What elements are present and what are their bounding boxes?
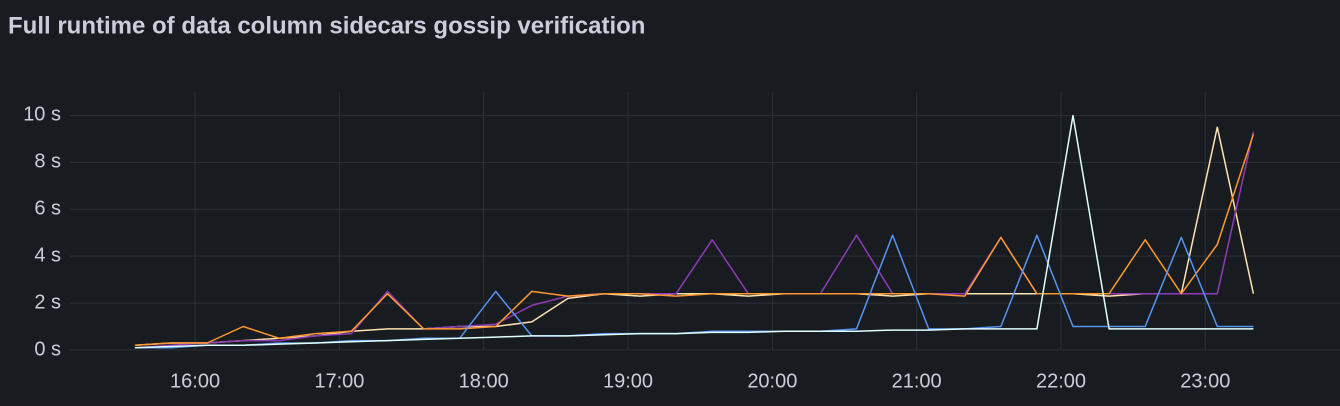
plot (134, 114, 1255, 349)
x-tick-label: 23:00 (1180, 370, 1230, 392)
x-tick-label: 20:00 (747, 370, 797, 392)
y-tick-label: 8 s (34, 151, 61, 173)
x-tick-label: 18:00 (459, 370, 509, 392)
x-tick-label: 19:00 (603, 370, 653, 392)
y-tick-label: 4 s (34, 244, 61, 266)
chart-title: Full runtime of data column sidecars gos… (8, 12, 645, 39)
series-line (134, 133, 1255, 347)
x-tick-label: 22:00 (1036, 370, 1086, 392)
grid (70, 92, 1340, 351)
x-tick-label: 21:00 (892, 370, 942, 392)
y-tick-label: 10 s (23, 104, 61, 126)
y-tick-label: 2 s (34, 291, 61, 313)
x-tick-label: 17:00 (314, 370, 364, 392)
y-tick-label: 0 s (34, 338, 61, 360)
series-line (134, 114, 1254, 349)
x-tick-label: 16:00 (170, 370, 220, 392)
y-tick-label: 6 s (34, 198, 61, 220)
